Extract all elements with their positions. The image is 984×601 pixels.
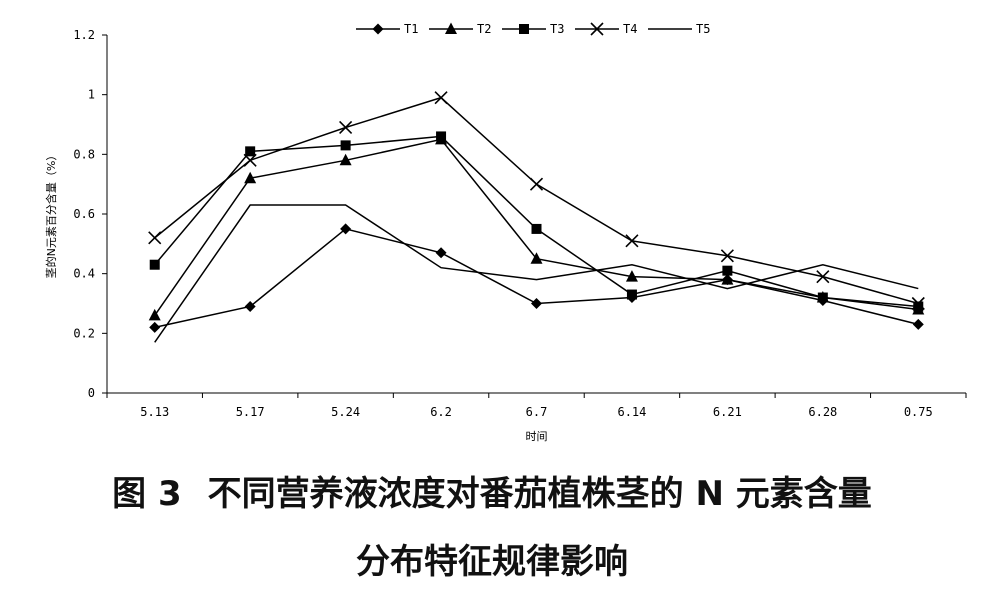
data-point-T4 — [529, 177, 544, 191]
caption-title-line2: 分布特征规律影响 — [356, 542, 628, 582]
chart-axes: 0 0.2 0.4 0.6 0.8 1 1.2 5.13 5.17 5.24 6.2 6.7 6.14 6… — [44, 28, 967, 443]
marker-stroke — [816, 270, 830, 284]
data-point-T4 — [720, 249, 734, 263]
data-point-T3 — [913, 301, 924, 312]
y-axis-title: 茎的N元素百分含量（%） — [44, 150, 58, 279]
x-tick-label: 6.14 — [617, 405, 646, 419]
legend-label: T4 — [623, 22, 637, 36]
figure-caption-line1: 图 3 不同营养液浓度对番茄植株茎的 N 元素含量 — [0, 466, 984, 515]
data-point-T3 — [245, 146, 256, 157]
y-tick-label: 0.6 — [73, 207, 95, 221]
data-point-T3 — [817, 292, 828, 303]
data-point-T4 — [339, 120, 353, 135]
legend-item-T2: T2 — [429, 22, 491, 36]
line-chart: 0 0.2 0.4 0.6 0.8 1 1.2 5.13 5.17 5.24 6.2 6.7 6.14 6… — [44, 22, 967, 443]
data-point-T3 — [340, 140, 351, 151]
legend-marker — [519, 24, 529, 34]
data-point-T4 — [148, 231, 162, 245]
y-tick-label: 1 — [88, 88, 95, 102]
data-point-T2 — [339, 153, 352, 166]
marker-stroke — [339, 120, 353, 135]
legend-item-T1: T1 — [356, 22, 418, 36]
legend-marker — [445, 22, 457, 34]
marker-stroke — [529, 177, 544, 191]
legend-label: T5 — [696, 22, 710, 36]
x-tick-label: 6.7 — [526, 405, 548, 419]
data-point-T3 — [531, 223, 542, 234]
data-point-T2 — [721, 273, 734, 285]
legend-label: T1 — [404, 22, 418, 36]
series-T4 — [148, 91, 925, 311]
y-tick-label: 0 — [88, 386, 95, 400]
figure-label: 图 3 — [112, 474, 182, 514]
data-point-T1 — [531, 298, 542, 309]
series-line-T3 — [154, 135, 919, 308]
data-point-T4 — [911, 296, 925, 311]
marker-stroke — [434, 91, 448, 105]
legend-label: T2 — [477, 22, 491, 36]
x-tick-label: 5.17 — [236, 405, 265, 419]
data-point-T4 — [625, 234, 639, 248]
series-T5 — [154, 204, 919, 343]
x-axis-title: 时间 — [526, 430, 548, 443]
data-point-T3 — [626, 289, 637, 300]
marker-stroke — [625, 234, 639, 248]
data-point-T4 — [816, 270, 830, 284]
marker-stroke — [590, 22, 604, 36]
legend-item-T4: T4 — [575, 22, 637, 36]
data-point-T2 — [625, 270, 638, 282]
marker-stroke — [911, 296, 925, 311]
y-tick-label: 0.4 — [73, 267, 95, 281]
data-point-T4 — [434, 91, 448, 105]
series-line-T4 — [154, 96, 919, 305]
data-point-T1 — [340, 223, 352, 235]
data-point-T1 — [149, 321, 161, 333]
x-tick-label: 5.24 — [331, 405, 360, 419]
marker-stroke — [720, 249, 734, 263]
figure-caption-line2: 分布特征规律影响 — [0, 534, 984, 583]
chart-series — [148, 91, 925, 343]
x-tick-label: 0.75 — [904, 405, 933, 419]
data-point-T4 — [243, 153, 257, 167]
data-point-T1 — [912, 318, 924, 330]
data-point-T2 — [244, 171, 257, 184]
y-tick-label: 0.2 — [73, 326, 95, 340]
x-tick-label: 6.21 — [713, 405, 742, 419]
chart-legend: T1 T2 T3 T4 T5 — [356, 22, 710, 36]
series-line-T5 — [154, 204, 919, 343]
caption-title-line1: 不同营养液浓度对番茄植株茎的 N 元素含量 — [207, 474, 872, 514]
data-point-T3 — [722, 265, 733, 276]
series-line-T1 — [154, 228, 919, 329]
data-point-T1 — [244, 300, 256, 312]
data-point-T1 — [435, 247, 447, 259]
x-tick-label: 6.28 — [808, 405, 837, 419]
data-point-T2 — [148, 308, 161, 321]
x-tick-label: 5.13 — [140, 405, 169, 419]
y-tick-label: 1.2 — [73, 28, 95, 42]
legend-label: T3 — [550, 22, 564, 36]
marker-stroke — [243, 153, 257, 167]
legend-item-T3: T3 — [502, 22, 564, 36]
series-T1 — [149, 223, 924, 333]
legend-marker — [590, 22, 604, 36]
legend-item-T5: T5 — [648, 22, 710, 36]
marker-stroke — [148, 231, 162, 245]
series-T3 — [149, 131, 924, 312]
data-point-T2 — [530, 252, 543, 264]
y-tick-label: 0.8 — [73, 147, 95, 161]
legend-marker — [372, 23, 384, 35]
x-tick-label: 6.2 — [430, 405, 452, 419]
data-point-T3 — [436, 131, 447, 142]
data-point-T3 — [149, 259, 160, 270]
